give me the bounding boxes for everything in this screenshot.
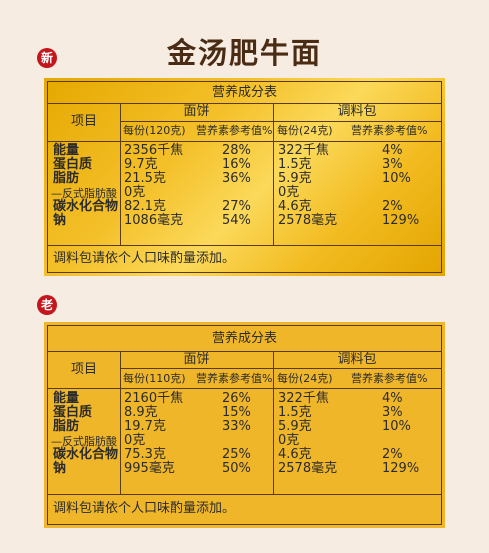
row-value: 82.1克 — [124, 199, 166, 214]
row-value: 322千焦 — [278, 391, 329, 406]
row-value: 0克 — [278, 185, 300, 200]
row-percent: 2% — [382, 199, 403, 214]
group-seasoning: 调料包 — [337, 104, 377, 119]
row-percent: 129% — [382, 461, 420, 476]
row-value: 2356千焦 — [124, 143, 184, 158]
row-name: 钠 — [53, 461, 67, 476]
footer-note: 调料包请依个人口味酌量添加。 — [53, 501, 236, 516]
item-header: 项目 — [70, 114, 97, 129]
page-title: 金汤肥牛面 — [166, 36, 322, 70]
row-value: 75.3克 — [124, 447, 166, 462]
sub-header: 营养素参考值% — [196, 124, 273, 137]
sub-header: 每份(120克) — [123, 124, 186, 137]
row-percent: 4% — [382, 391, 403, 406]
row-percent: 3% — [382, 405, 403, 420]
row-name: 蛋白质 — [53, 157, 93, 172]
row-value: 21.5克 — [124, 171, 166, 186]
row-value: 995毫克 — [124, 461, 175, 476]
row-value: 4.6克 — [278, 199, 312, 214]
nutrition-panel-old: 营养成分表 面饼 调料包 项目 每份(110克) 营养素参考值% 每份(24克)… — [44, 322, 445, 528]
row-percent: 54% — [222, 213, 251, 228]
row-value: 19.7克 — [124, 419, 166, 434]
row-percent: 25% — [222, 447, 251, 462]
row-percent: 28% — [222, 143, 251, 158]
sub-header: 营养素参考值% — [351, 124, 428, 137]
panel-heading: 营养成分表 — [211, 331, 277, 346]
sub-header: 营养素参考值% — [351, 372, 428, 385]
footer-note: 调料包请依个人口味酌量添加。 — [53, 251, 236, 266]
sub-header: 每份(24克) — [277, 124, 333, 137]
row-name: —反式脂肪酸 — [51, 435, 117, 448]
row-value: 0克 — [278, 433, 300, 448]
row-value: 9.7克 — [124, 157, 158, 172]
group-noodle-cake: 面饼 — [183, 352, 210, 367]
row-value: 2578毫克 — [278, 461, 338, 476]
row-value: 0克 — [124, 433, 146, 448]
row-name: 脂肪 — [53, 171, 80, 186]
row-value: 1086毫克 — [124, 213, 184, 228]
item-header: 项目 — [70, 362, 97, 377]
row-value: 0克 — [124, 185, 146, 200]
row-percent: 2% — [382, 447, 403, 462]
row-percent: 33% — [222, 419, 251, 434]
row-percent: 10% — [382, 419, 411, 434]
nutrition-panel-new: 营养成分表 面饼 调料包 项目 每份(120克) 营养素参考值% 每份(24克)… — [44, 78, 445, 276]
row-value: 1.5克 — [278, 405, 312, 420]
group-noodle-cake: 面饼 — [183, 104, 210, 119]
row-name: 钠 — [53, 213, 67, 228]
row-percent: 10% — [382, 171, 411, 186]
row-percent: 50% — [222, 461, 251, 476]
group-seasoning: 调料包 — [337, 352, 377, 367]
row-name: 能量 — [53, 391, 80, 406]
sub-header: 营养素参考值% — [196, 372, 273, 385]
row-name: 蛋白质 — [53, 405, 93, 420]
row-name: —反式脂肪酸 — [51, 187, 117, 200]
rows-block: 能量 2160千焦 26% 322千焦 4% 蛋白质 8.9克 15% 1.5克… — [48, 392, 441, 490]
sub-header: 每份(110克) — [123, 372, 186, 385]
rows-block: 能量 2356千焦 28% 322千焦 4% 蛋白质 9.7克 16% 1.5克… — [48, 144, 441, 242]
row-percent: 16% — [222, 157, 251, 172]
row-percent: 3% — [382, 157, 403, 172]
row-value: 322千焦 — [278, 143, 329, 158]
row-value: 5.9克 — [278, 419, 312, 434]
panel-heading: 营养成分表 — [211, 85, 277, 100]
old-badge: 老 — [37, 295, 57, 315]
new-badge: 新 — [37, 48, 57, 68]
row-name: 脂肪 — [53, 419, 80, 434]
row-value: 8.9克 — [124, 405, 158, 420]
row-value: 1.5克 — [278, 157, 312, 172]
row-percent: 4% — [382, 143, 403, 158]
row-name: 碳水化合物 — [53, 447, 119, 462]
row-percent: 15% — [222, 405, 251, 420]
row-name: 碳水化合物 — [53, 199, 119, 214]
row-value: 4.6克 — [278, 447, 312, 462]
row-percent: 27% — [222, 199, 251, 214]
row-value: 2160千焦 — [124, 391, 184, 406]
row-percent: 129% — [382, 213, 420, 228]
row-value: 5.9克 — [278, 171, 312, 186]
row-percent: 26% — [222, 391, 251, 406]
row-name: 能量 — [53, 143, 80, 158]
row-value: 2578毫克 — [278, 213, 338, 228]
row-percent: 36% — [222, 171, 251, 186]
sub-header: 每份(24克) — [277, 372, 333, 385]
